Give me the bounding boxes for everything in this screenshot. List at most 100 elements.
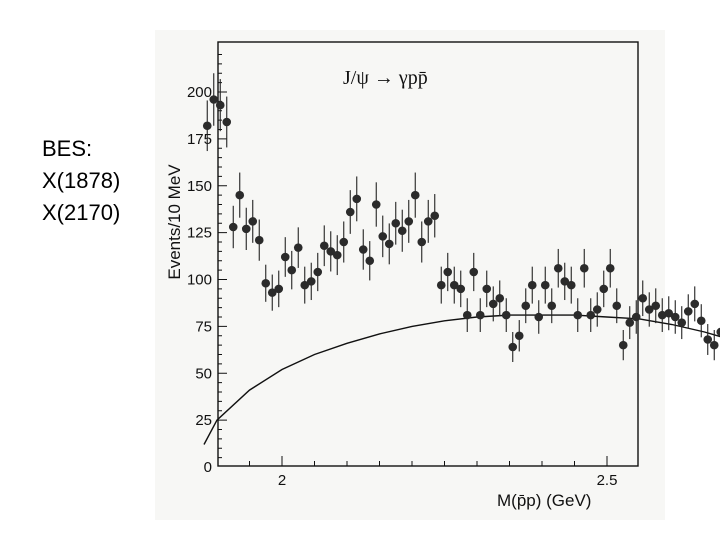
data-point [404, 217, 414, 226]
data-point [605, 263, 615, 273]
data-point [508, 342, 518, 352]
data-point [670, 312, 680, 322]
data-point [443, 267, 453, 277]
data-point [352, 194, 362, 204]
data-point [436, 280, 446, 290]
data-point [261, 278, 271, 288]
data-point [248, 217, 258, 226]
side-note-line-1: BES: [42, 136, 93, 161]
data-point [319, 241, 329, 251]
data-point [397, 226, 407, 236]
scanned-figure-background [155, 30, 665, 520]
side-note-line-2: X(1878) [42, 168, 121, 193]
y-tick-label: 0 [204, 459, 212, 476]
data-point [423, 217, 433, 226]
y-axis: 0 25 50 75 100 125 150 175 200 [187, 54, 227, 476]
data-point [716, 327, 720, 337]
data-point [599, 284, 609, 294]
y-tick-label: 50 [195, 365, 212, 382]
x-axis: 22.53 [249, 456, 618, 489]
data-point [391, 218, 401, 228]
data-point [209, 95, 219, 104]
data-point [222, 117, 232, 127]
data-point [228, 222, 238, 232]
data-point [462, 310, 472, 320]
chart-title: J/ψ → γpp̄ [343, 67, 428, 89]
data-point [306, 277, 316, 286]
data-point [300, 280, 310, 290]
y-tick-label: 25 [195, 412, 212, 429]
data-point [384, 239, 394, 249]
data-point [644, 305, 654, 314]
data-point [521, 301, 531, 311]
data-point [410, 190, 420, 200]
data-point [592, 305, 602, 314]
data-point [540, 280, 550, 290]
data-point [449, 280, 459, 290]
data-point [326, 247, 336, 256]
y-axis-title: Events/10 MeV [165, 164, 184, 280]
data-point [287, 265, 297, 275]
data-point [631, 312, 641, 322]
data-point [202, 121, 212, 131]
background-fit-curve [203, 314, 720, 445]
y-tick-label: 125 [187, 225, 212, 242]
data-point [690, 299, 700, 309]
data-points [202, 73, 720, 362]
y-tick-label: 175 [187, 131, 212, 148]
data-point [703, 335, 713, 344]
data-point [664, 308, 674, 318]
data-point [280, 252, 290, 262]
data-point [488, 299, 498, 309]
y-tick-label: 75 [195, 318, 212, 335]
data-point [657, 310, 667, 320]
y-tick-label: 200 [187, 84, 212, 101]
data-point [638, 293, 648, 303]
data-point [469, 267, 479, 277]
y-tick-label: 100 [187, 272, 212, 289]
data-point [339, 237, 349, 247]
side-note: BES: X(1878) X(2170) [42, 133, 120, 229]
x-tick-label: 2.5 [597, 472, 618, 489]
data-point [365, 256, 375, 266]
data-point [332, 250, 342, 260]
data-point [534, 312, 544, 322]
data-point [618, 340, 628, 350]
data-point [475, 310, 485, 320]
data-point [482, 284, 492, 294]
data-point [586, 310, 596, 320]
data-point [241, 224, 251, 234]
y-tick-label: 150 [187, 178, 212, 195]
data-point [358, 245, 368, 254]
data-point [456, 284, 466, 294]
data-point [417, 237, 427, 247]
data-point [560, 277, 570, 286]
data-point [215, 100, 225, 110]
data-point [625, 318, 635, 327]
data-point [501, 310, 511, 320]
side-note-line-3: X(2170) [42, 200, 121, 225]
data-point [235, 190, 245, 200]
data-point [709, 340, 719, 350]
data-point [267, 288, 277, 297]
data-point [430, 211, 440, 221]
x-axis-title: M(p̄p) (GeV) [497, 491, 591, 510]
data-point [274, 284, 284, 294]
data-point [573, 310, 583, 320]
data-point [677, 318, 687, 327]
data-point [293, 243, 303, 252]
data-point [683, 307, 693, 316]
data-point [651, 301, 661, 311]
data-point [579, 263, 589, 273]
data-point [254, 235, 264, 245]
data-point [371, 200, 381, 209]
plot-frame [217, 41, 639, 467]
data-point [547, 301, 557, 311]
x-tick-label: 2 [278, 472, 286, 489]
data-point [553, 263, 563, 273]
data-point [514, 331, 524, 341]
data-point [313, 267, 323, 277]
data-point [345, 207, 355, 217]
data-point [378, 232, 388, 241]
